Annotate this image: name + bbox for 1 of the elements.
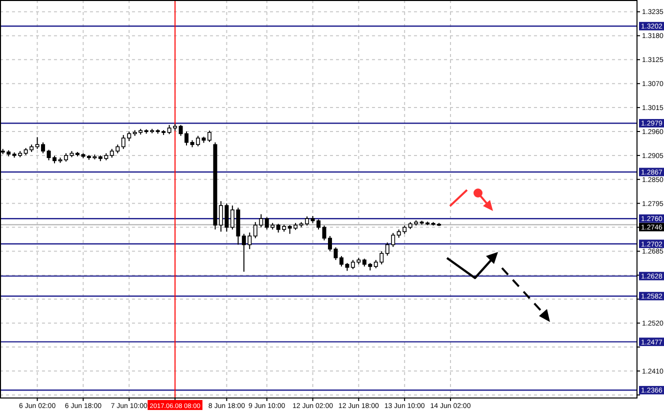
candlestick: [207, 130, 212, 142]
